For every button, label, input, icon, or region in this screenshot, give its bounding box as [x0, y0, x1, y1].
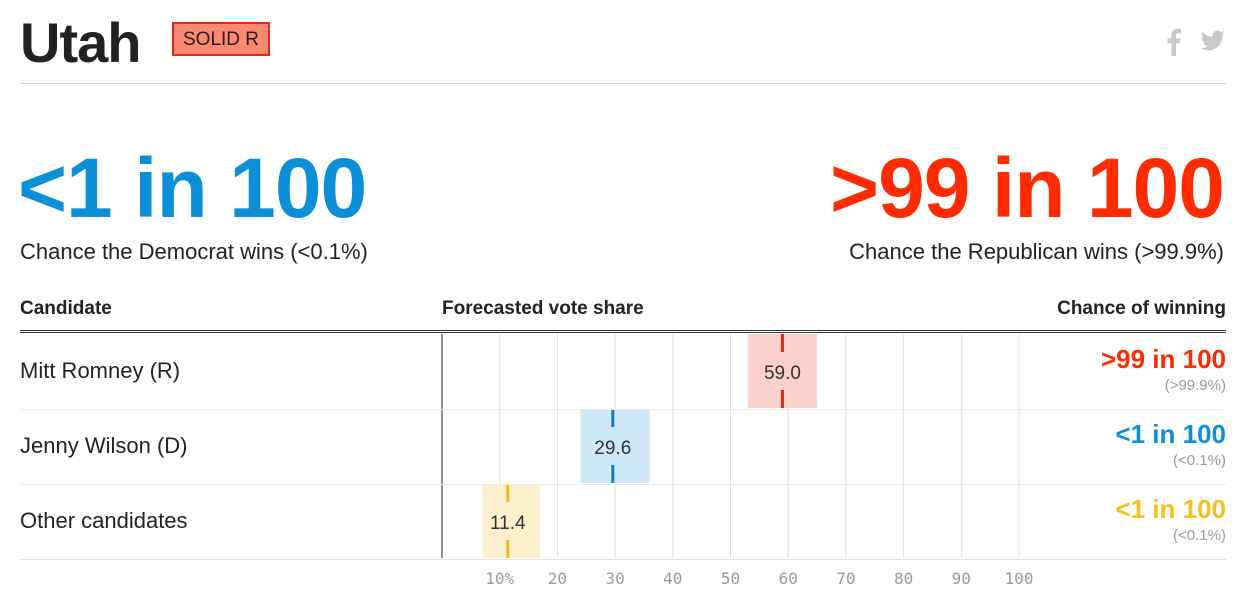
tick-label: 80	[894, 569, 913, 588]
tick-label: 10%	[485, 569, 514, 588]
chance-percent: (>99.9%)	[1164, 377, 1226, 394]
tick-label: 60	[779, 569, 798, 588]
table-row: Mitt Romney (R) >99 in 100 (>99.9%)	[20, 334, 1226, 410]
candidate-name: Mitt Romney (R)	[20, 358, 181, 383]
forecast-value-label: 59.0	[764, 363, 801, 384]
chance-of-winning: <1 in 100	[1115, 494, 1226, 524]
forecast-range	[580, 409, 650, 483]
forecast-range	[482, 484, 541, 558]
tick-label: 90	[952, 569, 971, 588]
chance-column-header: Chance of winning	[1057, 298, 1226, 319]
democrat-odds: <1 in 100	[18, 141, 367, 235]
twitter-icon[interactable]	[1200, 28, 1226, 54]
democrat-odds-caption: Chance the Democrat wins (<0.1%)	[20, 239, 368, 264]
rating-badge: SOLID R	[172, 22, 271, 56]
tick-label: 40	[663, 569, 682, 588]
chance-percent: (<0.1%)	[1173, 527, 1226, 544]
forecast-value-label: 11.4	[490, 513, 526, 534]
tick-label: 70	[836, 569, 855, 588]
facebook-icon[interactable]	[1167, 28, 1181, 56]
candidate-name: Other candidates	[20, 508, 188, 533]
republican-odds: >99 in 100	[830, 141, 1225, 235]
forecast-value-label: 29.6	[594, 438, 631, 459]
candidate-column-header: Candidate	[20, 298, 112, 319]
tick-label: 100	[1005, 569, 1034, 588]
vote-share-column-header: Forecasted vote share	[442, 298, 644, 319]
state-title: Utah	[20, 11, 141, 74]
tick-label: 20	[548, 569, 567, 588]
candidate-name: Jenny Wilson (D)	[20, 433, 188, 458]
table-row: Other candidates <1 in 100 (<0.1%)	[20, 484, 1226, 560]
tick-label: 50	[721, 569, 740, 588]
chance-percent: (<0.1%)	[1173, 452, 1226, 469]
republican-odds-caption: Chance the Republican wins (>99.9%)	[849, 239, 1224, 264]
chance-of-winning: >99 in 100	[1100, 344, 1226, 374]
table-row: Jenny Wilson (D) <1 in 100 (<0.1%)	[20, 409, 1226, 485]
tick-label: 30	[605, 569, 624, 588]
chance-of-winning: <1 in 100	[1115, 419, 1226, 449]
table-header: Candidate Forecasted vote share Chance o…	[20, 296, 1226, 333]
page-header: Utah SOLID R	[20, 0, 1226, 84]
